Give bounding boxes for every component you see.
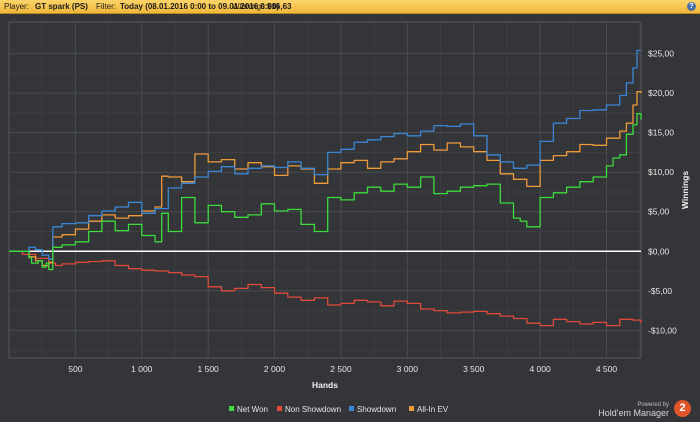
series-line-showdown: [9, 49, 641, 260]
legend-swatch: [277, 406, 282, 411]
x-axis-ticks: 500 1 000 1 500 2 000 2 500 3 000 3 500 4 000 4 …: [68, 364, 617, 374]
series-line-all-in-ev: [9, 90, 642, 267]
powered-by-text: Powered by: [637, 402, 669, 408]
player-value: GT spark (PS): [35, 2, 88, 11]
y-tick-label: $5,00: [648, 207, 670, 217]
filter-value: Today (08.01.2016 0:00 to 09.01.2016 0:0…: [120, 2, 280, 11]
x-tick-label: 2 000: [264, 364, 286, 374]
y-tick-label: $20,00: [648, 88, 674, 98]
x-tick-label: 4 000: [529, 364, 551, 374]
series-line-net-won: [9, 113, 642, 271]
y-axis-label: Winnings: [680, 171, 690, 209]
y-tick-label: $15,00: [648, 128, 674, 138]
y-tick-label: -$5,00: [648, 286, 672, 296]
filter-label: Filter:: [96, 2, 116, 11]
hm2-logo-icon: 2: [674, 400, 691, 417]
series-lines: [9, 49, 642, 327]
filter-header-bar: Player: GT spark (PS) Filter: Today (08.…: [0, 0, 700, 14]
x-axis-label: Hands: [312, 380, 338, 390]
y-tick-label: -$10,00: [648, 325, 677, 335]
grid-lines: [8, 21, 642, 359]
legend-swatch: [229, 406, 234, 411]
y-tick-label: $0,00: [648, 246, 670, 256]
y-tick-label: $25,00: [648, 49, 674, 59]
help-icon[interactable]: ?: [687, 2, 696, 11]
winnings-chart: 500 1 000 1 500 2 000 2 500 3 000 3 500 4 000 4 …: [8, 21, 690, 414]
x-tick-label: 1 500: [198, 364, 220, 374]
winnings-label: Winnings:: [232, 2, 268, 11]
x-tick-label: 3 000: [397, 364, 419, 374]
series-line-non-showdown: [9, 250, 642, 327]
y-tick-label: $10,00: [648, 167, 674, 177]
legend: Net Won Non Showdown Showdown All-In EV: [229, 405, 449, 414]
x-tick-label: 3 500: [463, 364, 485, 374]
plot-area: [9, 22, 641, 358]
legend-label: Net Won: [237, 405, 268, 414]
y-axis-ticks: -$10,00 -$5,00 $0,00 $5,00 $10,00 $15,00 $20,0…: [648, 49, 677, 336]
legend-swatch: [409, 406, 414, 411]
legend-label: All-In EV: [417, 405, 449, 414]
x-tick-label: 4 500: [596, 364, 618, 374]
player-label: Player:: [4, 2, 29, 11]
winnings-value: $16,63: [267, 2, 292, 11]
branding: Powered by Hold'em Manager 2: [598, 400, 691, 418]
x-tick-label: 1 000: [131, 364, 153, 374]
legend-label: Non Showdown: [285, 405, 341, 414]
plot-border: [8, 21, 642, 359]
brand-name: Hold'em Manager: [598, 408, 669, 418]
legend-swatch: [349, 406, 354, 411]
legend-label: Showdown: [357, 405, 396, 414]
x-tick-label: 2 500: [330, 364, 352, 374]
x-tick-label: 500: [68, 364, 82, 374]
